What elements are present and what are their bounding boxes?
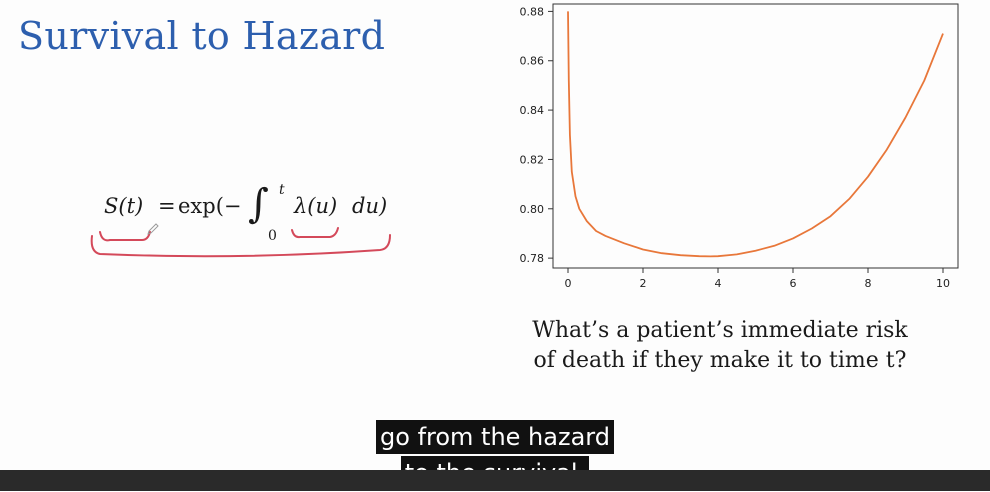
survival-formula: S(t) = exp(− ∫ t 0 λ(u) du)	[96, 180, 406, 250]
formula-du: du)	[352, 194, 388, 218]
hazard-chart: 0.78 0.80 0.82 0.84 0.86 0.88 0 2 4 6 8 10	[498, 0, 968, 300]
x-tick-label: 10	[936, 277, 950, 290]
formula-lhs: S(t)	[104, 194, 143, 218]
hazard-chart-svg: 0.78 0.80 0.82 0.84 0.86 0.88 0 2 4 6 8 10	[520, 3, 959, 290]
y-tick-label: 0.78	[520, 252, 545, 265]
caption-line-1: go from the hazard	[376, 420, 614, 454]
hazard-series-line	[567, 11, 944, 258]
formula-lambda: λ(u)	[294, 194, 338, 218]
formula-equals: =	[158, 194, 176, 218]
x-tick-label: 4	[715, 277, 722, 290]
x-tick-label: 8	[865, 277, 872, 290]
y-tick-label: 0.84	[520, 104, 545, 117]
underline-bracket-lambda	[291, 227, 339, 239]
x-tick-label: 6	[790, 277, 797, 290]
video-player-bar	[0, 470, 990, 491]
y-tick-label: 0.86	[520, 55, 545, 68]
underline-bracket-st	[99, 231, 151, 242]
underline-bracket-full	[90, 234, 391, 258]
formula-s-of-t: S(t)	[104, 194, 144, 218]
x-tick-label: 0	[565, 277, 572, 290]
integral-upper-limit: t	[279, 182, 285, 198]
y-tick-label: 0.80	[520, 203, 545, 216]
slide-question: What’s a patient’s immediate risk of dea…	[532, 318, 908, 373]
y-tick-label: 0.88	[520, 5, 545, 18]
formula-integrand: λ(u)	[294, 194, 337, 218]
plot-frame	[552, 3, 959, 269]
integral-lower-limit: 0	[268, 228, 277, 244]
x-tick-label: 2	[640, 277, 647, 290]
integral-sign: ∫	[248, 181, 269, 227]
pen-cursor-icon	[147, 223, 159, 235]
lecture-slide: Survival to Hazard S(t) = exp(− ∫ t 0 λ(…	[18, 0, 968, 373]
slide-title: Survival to Hazard	[18, 14, 386, 58]
formula-exp: exp(−	[178, 194, 242, 218]
formula-differential: du)	[352, 194, 387, 218]
y-tick-label: 0.82	[520, 153, 545, 166]
hand-drawn-annotations	[90, 227, 391, 258]
